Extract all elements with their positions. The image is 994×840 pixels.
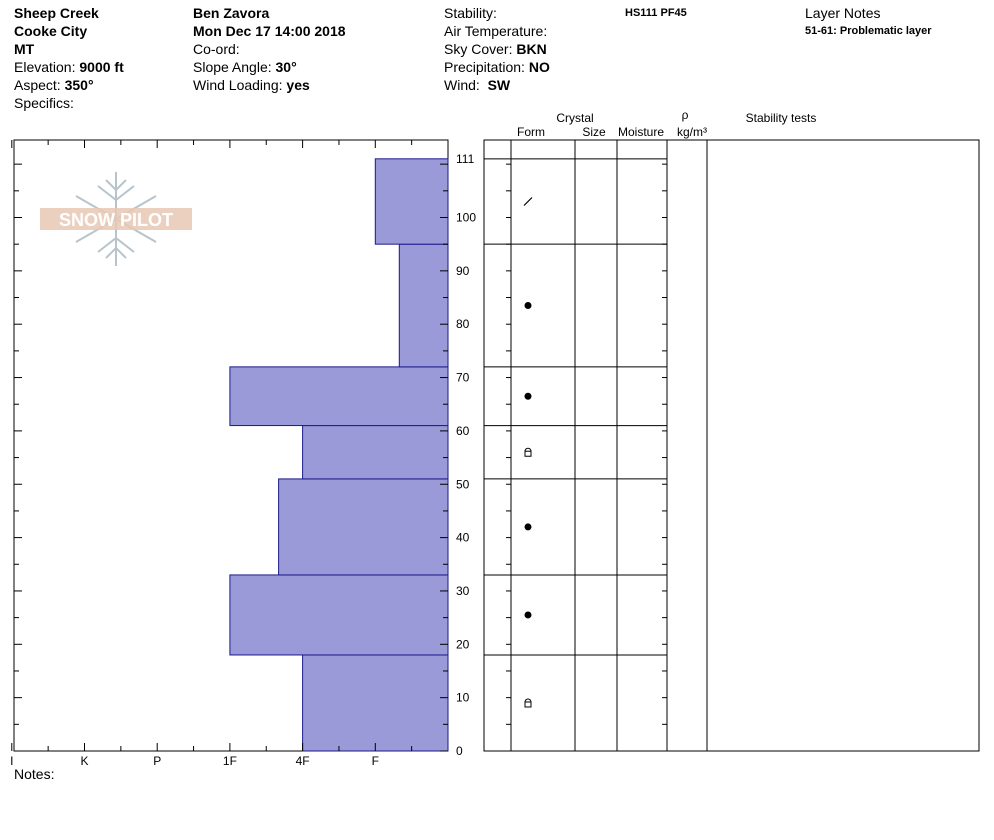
layer-notes-title: Layer Notes: [805, 5, 881, 21]
layer-table-frame: [483, 139, 980, 752]
facet-arc: [524, 698, 532, 703]
rounded-grain-icon: [524, 392, 532, 400]
density-symbol: ρ: [682, 108, 689, 122]
hardness-bar-3: [302, 425, 449, 480]
x-tick-label-K: K: [80, 754, 88, 768]
size-header: Size: [582, 125, 606, 139]
rounded-grain-icon: [524, 302, 532, 310]
aspect-value: 350°: [64, 77, 94, 93]
y-tick-label-70: 70: [456, 371, 470, 385]
wind-value: SW: [487, 77, 511, 93]
x-tick-label-4F: 4F: [296, 754, 310, 768]
hardness-bar-5: [398, 243, 449, 368]
rounded-grain-icon: [524, 523, 532, 531]
y-tick-label-20: 20: [456, 637, 470, 651]
observation-datetime: Mon Dec 17 14:00 2018: [193, 23, 346, 39]
elevation-value: 9000 ft: [79, 59, 124, 75]
slope-value: 30°: [275, 59, 297, 75]
x-tick-label-I: I: [10, 754, 13, 768]
facet-arc: [524, 447, 532, 452]
y-tick-label-80: 80: [456, 317, 470, 331]
wind-loading-label: Wind Loading:: [193, 77, 283, 93]
x-tick-label-1F: 1F: [223, 754, 237, 768]
faceted-rounding-icon: [524, 447, 532, 457]
hardness-bar-1: [229, 574, 449, 656]
hardness-bar-2: [278, 478, 449, 576]
coord-label: Co-ord:: [193, 41, 240, 57]
y-tick-label-60: 60: [456, 424, 470, 438]
hardness-bar-6: [374, 158, 449, 245]
sky-label: Sky Cover:: [444, 41, 513, 57]
elevation-label: Elevation:: [14, 59, 76, 75]
weather-info: Stability: Air Temperature: Sky Cover: B…: [444, 4, 550, 94]
observer-name: Ben Zavora: [193, 5, 270, 21]
y-tick-label-30: 30: [456, 584, 470, 598]
state-name: MT: [14, 41, 35, 57]
precip-label: Precipitation:: [444, 59, 525, 75]
air-temp-label: Air Temperature:: [444, 23, 548, 39]
stability-tests-header: Stability tests: [746, 111, 817, 125]
crystal-header: Crystal: [556, 111, 593, 125]
y-tick-label-10: 10: [456, 691, 470, 705]
faceted-rounding-icon: [524, 698, 532, 708]
hs-pf-summary: HS111 PF45: [625, 7, 687, 19]
city-name: Cooke City: [14, 23, 88, 39]
notes-label: Notes:: [14, 766, 55, 782]
aspect-label: Aspect:: [14, 77, 61, 93]
y-tick-label-0: 0: [456, 744, 463, 758]
moisture-header: Moisture: [618, 125, 664, 139]
y-tick-label-100: 100: [456, 211, 476, 225]
wind-loading-value: yes: [286, 77, 310, 93]
layer-note: 51-61: Problematic layer: [805, 25, 932, 37]
specifics-label: Specifics:: [14, 95, 74, 111]
y-tick-label-50: 50: [456, 477, 470, 491]
precip-value: NO: [528, 59, 550, 75]
location-name: Sheep Creek: [14, 5, 99, 21]
density-unit: kg/m³: [677, 125, 707, 139]
y-tick-label-90: 90: [456, 264, 470, 278]
wind-label: Wind:: [444, 77, 480, 93]
hardness-bar-0: [302, 654, 449, 752]
form-header: Form: [517, 125, 545, 139]
facet-square: [524, 450, 532, 457]
hardness-bar-4: [229, 366, 449, 427]
x-tick-label-P: P: [153, 754, 161, 768]
observer-info: Ben Zavora Mon Dec 17 14:00 2018 Co-ord:…: [193, 4, 346, 94]
slope-label: Slope Angle:: [193, 59, 272, 75]
y-tick-label-111: 111: [456, 152, 475, 166]
rounded-grain-icon: [524, 611, 532, 619]
facet-square: [524, 701, 532, 708]
y-tick-label-40: 40: [456, 531, 470, 545]
logo-band: [40, 208, 192, 230]
stability-label: Stability:: [444, 5, 497, 21]
snowpilot-logo: SNOW PILOT: [59, 210, 173, 230]
sky-value: BKN: [516, 41, 547, 57]
decomposing-fragment-icon: [523, 197, 533, 206]
x-tick-label-F: F: [372, 754, 379, 768]
site-info: Sheep Creek Cooke City MT Elevation: 900…: [14, 4, 124, 112]
